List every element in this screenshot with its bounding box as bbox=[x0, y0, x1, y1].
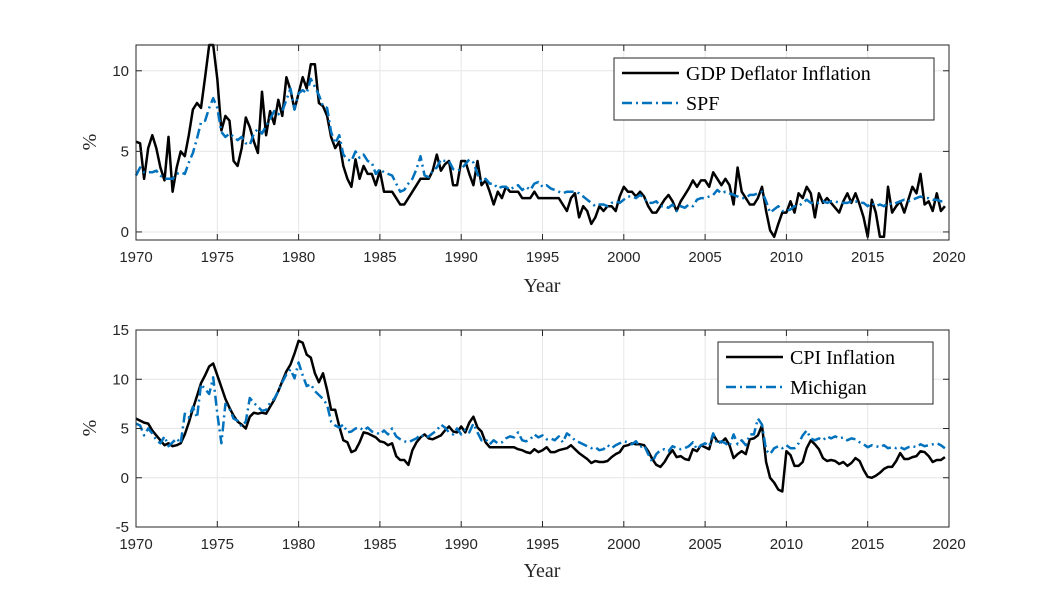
legend-bottom: CPI Inflation Michigan bbox=[717, 341, 934, 405]
series-line-cpi-inflation bbox=[135, 339, 946, 493]
series-group-bottom bbox=[135, 339, 946, 493]
y-axis-label-top: % bbox=[79, 134, 101, 151]
y-tick-label: 0 bbox=[121, 224, 129, 241]
x-axis-label-top: Year bbox=[524, 275, 561, 297]
legend-label-gdp-deflator: GDP Deflator Inflation bbox=[686, 63, 871, 85]
x-tick-label: 1975 bbox=[201, 536, 234, 553]
x-tick-label: 1985 bbox=[363, 249, 396, 266]
y-tick-label: 5 bbox=[121, 421, 129, 438]
legend-label-cpi: CPI Inflation bbox=[790, 347, 895, 369]
y-tick-label: -5 bbox=[116, 519, 129, 536]
x-tick-label: 1970 bbox=[119, 249, 152, 266]
chart-top: 1970 1975 1980 1985 1990 1995 2000 2005 2010 2015… bbox=[79, 43, 966, 297]
legend-top: GDP Deflator Inflation SPF bbox=[613, 57, 935, 121]
series-line-michigan bbox=[135, 361, 946, 464]
x-tick-label: 1995 bbox=[526, 249, 559, 266]
x-tick-label: 2005 bbox=[688, 249, 721, 266]
x-tick-label: 1990 bbox=[445, 536, 478, 553]
legend-label-spf: SPF bbox=[686, 93, 719, 115]
y-axis-label-bottom: % bbox=[79, 420, 101, 437]
series-line-gdp-deflator-inflation bbox=[135, 43, 946, 239]
x-tick-label: 2000 bbox=[607, 536, 640, 553]
x-tick-label: 2010 bbox=[770, 536, 803, 553]
x-tick-label: 2000 bbox=[607, 249, 640, 266]
y-tick-label: 10 bbox=[112, 63, 129, 80]
legend-label-michigan: Michigan bbox=[790, 377, 867, 399]
series-line-spf bbox=[134, 77, 945, 214]
x-axis-label-bottom: Year bbox=[524, 560, 561, 582]
ticks-bottom: 1970 1975 1980 1985 1990 1995 2000 2005 2010 2015… bbox=[112, 322, 965, 553]
x-tick-label: 2015 bbox=[851, 536, 884, 553]
x-tick-label: 2020 bbox=[932, 536, 965, 553]
x-tick-label: 1995 bbox=[526, 536, 559, 553]
x-tick-label: 1980 bbox=[282, 536, 315, 553]
chart-bottom: 1970 1975 1980 1985 1990 1995 2000 2005 2010 2015… bbox=[79, 322, 966, 582]
legend-box-bottom bbox=[717, 341, 934, 405]
series-group-top bbox=[134, 43, 946, 239]
x-tick-label: 1980 bbox=[282, 249, 315, 266]
x-tick-label: 2015 bbox=[851, 249, 884, 266]
x-tick-label: 2020 bbox=[932, 249, 965, 266]
y-tick-label: 15 bbox=[112, 322, 129, 339]
x-tick-label: 1990 bbox=[445, 249, 478, 266]
legend-box-top bbox=[613, 57, 935, 121]
y-tick-label: 0 bbox=[121, 470, 129, 487]
x-tick-label: 1985 bbox=[363, 536, 396, 553]
x-tick-label: 2005 bbox=[688, 536, 721, 553]
y-tick-label: 5 bbox=[121, 143, 129, 160]
x-tick-label: 1970 bbox=[119, 536, 152, 553]
y-tick-label: 10 bbox=[112, 371, 129, 388]
x-tick-label: 2010 bbox=[770, 249, 803, 266]
x-tick-label: 1975 bbox=[201, 249, 234, 266]
ticks-top: 1970 1975 1980 1985 1990 1995 2000 2005 2010 2015… bbox=[112, 45, 966, 266]
